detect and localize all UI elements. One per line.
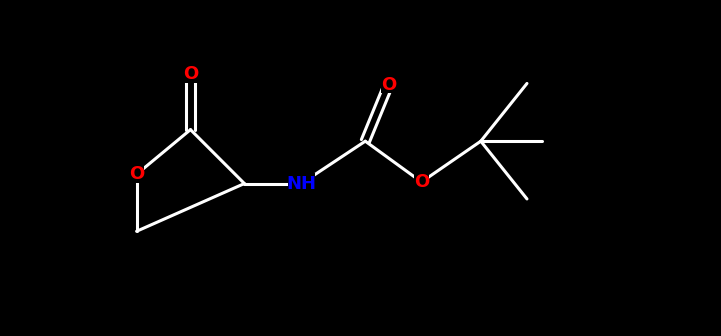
FancyBboxPatch shape (381, 77, 396, 93)
Text: O: O (381, 76, 396, 94)
Text: O: O (183, 65, 198, 83)
Text: O: O (414, 173, 429, 191)
FancyBboxPatch shape (288, 173, 315, 194)
FancyBboxPatch shape (414, 173, 429, 191)
Text: NH: NH (286, 174, 317, 193)
FancyBboxPatch shape (129, 166, 144, 183)
Text: O: O (129, 165, 144, 183)
FancyBboxPatch shape (183, 66, 198, 83)
